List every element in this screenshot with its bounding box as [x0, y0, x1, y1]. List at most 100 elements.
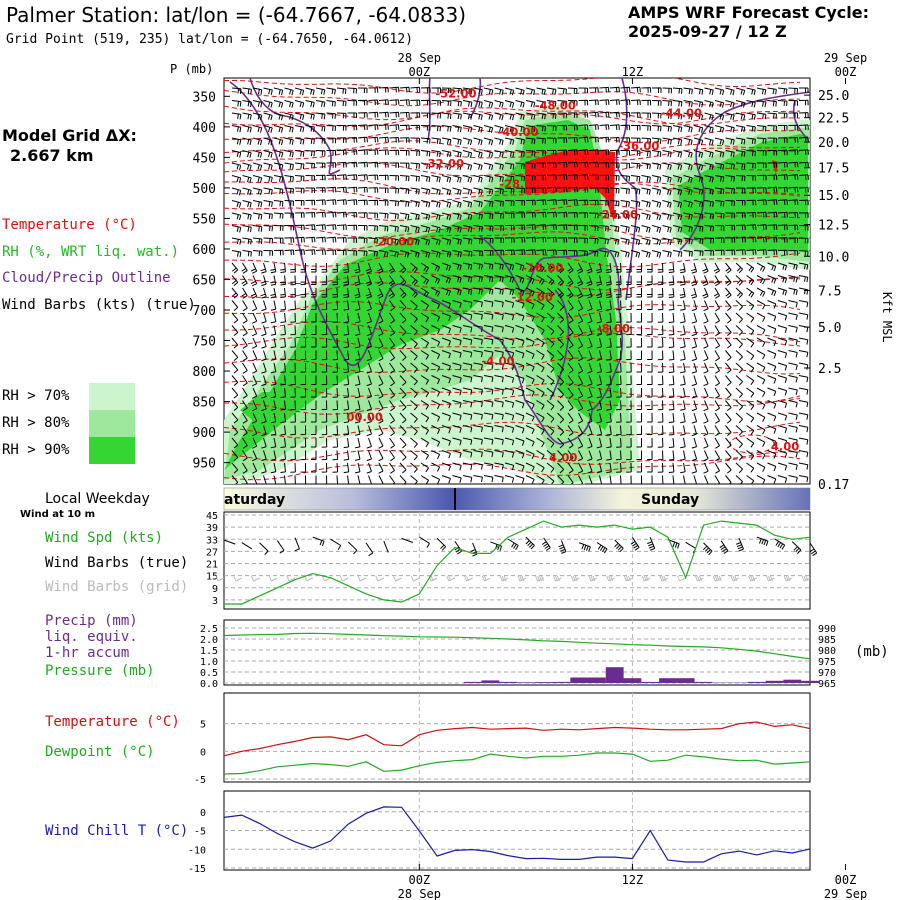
wind-barb: [241, 262, 248, 274]
wind-barb: [703, 350, 709, 362]
temperature-contour: [224, 90, 801, 107]
wind-barb: [605, 287, 612, 299]
wind-barb: [441, 287, 451, 296]
wind-barb: [410, 225, 420, 233]
wind-barb: [504, 287, 515, 296]
wind-barb: [616, 312, 622, 323]
wind-barb: [577, 400, 584, 412]
wind-barb: [441, 200, 452, 208]
wind-barb: [389, 175, 399, 181]
wind-barb: [546, 300, 555, 311]
wind-barb: [767, 375, 777, 384]
wind-barb: [525, 450, 535, 460]
wind-barb: [231, 462, 239, 474]
wind-barb: [703, 362, 709, 374]
precip-label-3: 1-hr accum: [45, 645, 130, 661]
wind-barb: [693, 150, 704, 158]
wind-barbs-true-label: Wind Barbs (true): [45, 555, 189, 571]
wind-barb: [462, 462, 473, 470]
wind-barb: [343, 387, 350, 399]
wind-barb: [586, 262, 593, 274]
wind-barb: [483, 262, 494, 270]
pressure-tick-label: 970: [818, 668, 836, 679]
wind-barb: [636, 325, 642, 335]
wind-barb: [251, 387, 258, 399]
wind-barb: [483, 425, 494, 433]
wind-barb: [767, 450, 777, 459]
wind-barb: [703, 375, 709, 387]
temperature-contour-label: -44.00: [661, 106, 702, 120]
wind-barb: [494, 387, 504, 395]
wind-barb: [357, 124, 368, 131]
grid-wind-barb: [748, 575, 757, 582]
wind-barb: [389, 237, 399, 245]
wind-barb: [651, 225, 662, 233]
wind-barb: [704, 137, 714, 146]
wind-barb: [326, 137, 336, 144]
wind-barb: [347, 250, 357, 256]
wind-barb: [735, 162, 746, 169]
wind-barb: [587, 375, 593, 387]
wind-barb: [662, 200, 672, 208]
chill-tick-label: 0: [200, 808, 206, 819]
temperature-contour-label: -28.00: [499, 177, 540, 191]
wind-barb: [294, 150, 305, 157]
wind-barb: [231, 100, 242, 107]
wind-barb: [756, 275, 766, 285]
wind-barb: [525, 87, 536, 96]
wind-barb: [441, 87, 452, 94]
wind-barb: [263, 175, 273, 183]
wind-barb: [557, 224, 568, 231]
wind-barb: [441, 325, 451, 334]
wind-barb: [536, 400, 545, 410]
wind-barb: [347, 475, 350, 484]
wind-barb: [410, 387, 418, 398]
wind-barb: [576, 287, 584, 299]
wind-barb: [515, 262, 525, 271]
wind-barb: [620, 111, 631, 118]
wind-barb: [261, 300, 267, 312]
wind-barb: [616, 350, 622, 361]
wind-barb: [347, 124, 358, 131]
wind-barb: [410, 150, 420, 157]
wind-barb: [609, 137, 620, 143]
wind-barb: [515, 312, 525, 321]
wind-barb: [242, 162, 252, 171]
wind-barb: [567, 212, 578, 218]
wind-barb: [294, 175, 305, 182]
wind-barb: [777, 375, 788, 384]
wind-barb: [504, 412, 515, 421]
wind-barb: [366, 437, 372, 449]
wind-barb: [354, 350, 361, 361]
wind-barb: [483, 87, 494, 96]
wind-barb: [777, 287, 788, 296]
wind-barb: [714, 300, 721, 312]
wind-barb: [672, 200, 683, 208]
precip-tick-label: 2.5: [200, 624, 218, 635]
grid-wind-barb: [552, 575, 562, 582]
wind-barb: [680, 400, 686, 411]
wind-barb: [680, 437, 686, 449]
wind-barb: [354, 275, 361, 286]
wind-barb: [366, 400, 372, 412]
wind-barb: [515, 400, 525, 409]
wind-barb: [714, 137, 725, 146]
wind-barb: [270, 450, 277, 461]
wind-barb: [452, 187, 462, 196]
wind-barb: [305, 125, 315, 132]
true-wind-barb: [470, 542, 478, 557]
true-wind-barb: [454, 540, 463, 555]
wind-barb: [388, 287, 396, 299]
wind-barb: [567, 312, 574, 324]
wind-barb: [260, 275, 267, 287]
wind-barb: [798, 99, 809, 106]
wind-barb: [636, 475, 642, 484]
wind-barb: [679, 262, 686, 274]
wind-barb: [347, 87, 357, 94]
wind-barb: [683, 237, 693, 245]
wind-barb: [777, 275, 788, 284]
wind-barb: [714, 400, 721, 412]
temperature-labels: -52.00-48.00-44.00-40.00-36.00-32.00-28.…: [347, 87, 800, 465]
wind-barb: [368, 174, 379, 181]
wind-barb: [483, 175, 494, 183]
